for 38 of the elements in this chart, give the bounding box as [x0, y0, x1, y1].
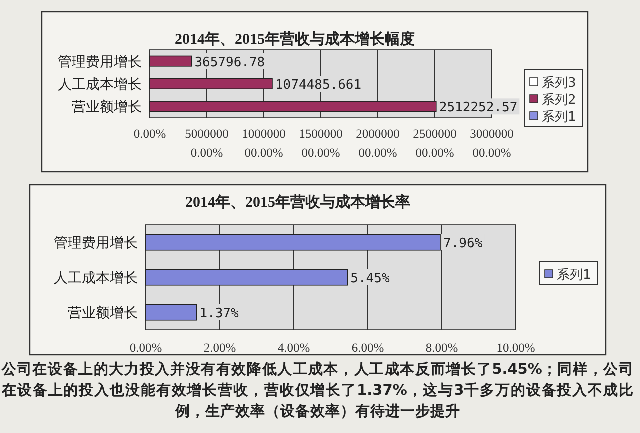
- x-tick-label: 4.00%: [278, 341, 310, 355]
- y-tick-label: 人工成本增长: [58, 77, 142, 93]
- x-tick-label: 10.00%: [496, 341, 536, 355]
- x-tick-label: 6.00%: [352, 341, 384, 355]
- bar: [150, 78, 273, 90]
- data-label: 1.37%: [200, 306, 239, 322]
- legend-label: 系列3: [542, 76, 576, 91]
- legend-label: 系列1: [557, 268, 592, 283]
- x-tick-label: 50000000.00%: [185, 127, 229, 160]
- y-tick-label: 管理费用增长: [58, 54, 142, 70]
- y-tick-label: 营业额增长: [72, 100, 142, 116]
- chart-title: 2014年、2015年营收与成本增长率: [186, 193, 410, 211]
- x-tick-label: 300000000.00%: [470, 127, 514, 160]
- data-label: 7.96%: [444, 236, 483, 252]
- y-tick-label: 人工成本增长: [54, 270, 138, 286]
- legend-label: 系列1: [542, 110, 576, 125]
- x-tick-label: 250000000.00%: [413, 127, 457, 160]
- y-tick-label: 管理费用增长: [54, 236, 138, 252]
- bar: [146, 234, 441, 251]
- legend-label: 系列2: [542, 93, 576, 108]
- x-tick-label: 2.00%: [204, 341, 236, 355]
- bar: [150, 101, 437, 112]
- text: 公司在设备上的大力投入并没有有效降低人工成本，人工成本反而增长了5.45%；同样，公司在设备上的投入也没能有效增长营收，营收仅增长了1.37%，这与3千多万的设备投入不成比例，生产效率（设备效率）有待进一步提升: [2, 360, 634, 422]
- y-tick-label: 营业额增长: [68, 306, 138, 322]
- bar: [150, 56, 192, 67]
- bar: [146, 269, 348, 286]
- x-tick-label: 8.00%: [426, 341, 458, 355]
- chart-title: 2014年、2015年营收与成本增长幅度: [175, 30, 415, 48]
- data-label: 365796.78: [194, 55, 266, 70]
- x-tick-label: 0.00%: [134, 127, 166, 141]
- x-tick-label: 200000000.00%: [356, 127, 400, 160]
- x-tick-label: 100000000.00%: [242, 127, 286, 160]
- data-label: 1074485.661: [275, 78, 362, 93]
- bar: [146, 304, 198, 321]
- data-label: 2512252.57: [439, 100, 518, 116]
- x-tick-label: 0.00%: [130, 341, 162, 355]
- x-tick-label: 150000000.00%: [299, 127, 343, 160]
- data-label: 5.45%: [350, 272, 390, 286]
